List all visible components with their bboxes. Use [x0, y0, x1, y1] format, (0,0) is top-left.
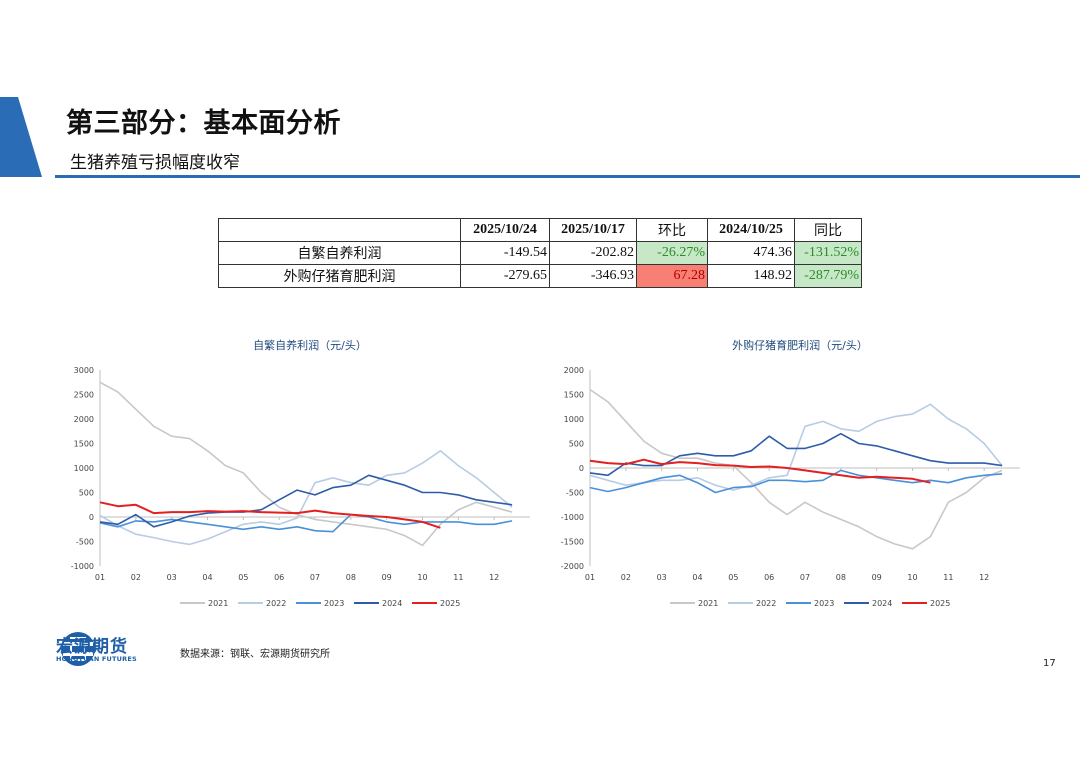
- table-header-row: 2025/10/24 2025/10/17 环比 2024/10/25 同比: [218, 218, 862, 242]
- x-tick-label: 10: [907, 573, 917, 582]
- y-tick-label: 0: [89, 513, 94, 522]
- chart-title: 外购仔猪育肥利润（元/头）: [732, 338, 868, 352]
- x-tick-label: 04: [202, 573, 212, 582]
- row-label: 自繁自养利润: [218, 241, 461, 265]
- table-row: 自繁自养利润 -149.54 -202.82 -26.27% 474.36 -1…: [218, 241, 862, 265]
- header-date-2: 2025/10/17: [549, 218, 637, 242]
- legend-label-2025: 2025: [440, 599, 460, 608]
- x-tick-label: 02: [131, 573, 141, 582]
- cell-value: -279.65: [460, 264, 550, 288]
- y-tick-label: -1000: [71, 562, 94, 571]
- series-line-2024: [99, 474, 513, 528]
- cell-hb: 67.28: [636, 264, 708, 288]
- header-divider: [55, 175, 1080, 178]
- cell-value: -346.93: [549, 264, 637, 288]
- x-tick-label: 02: [621, 573, 631, 582]
- logo-subtext: HONGYUAN FUTURES: [56, 655, 137, 663]
- header-tb: 同比: [794, 218, 862, 242]
- chart-self-breeding-profit: 自繁自养利润（元/头） 3000 2500 2000 1500 1000 500 0 -500 -…: [71, 338, 530, 608]
- x-tick-label: 06: [764, 573, 774, 582]
- y-tick-label: 2500: [74, 391, 94, 400]
- legend-label-2025: 2025: [930, 599, 950, 608]
- data-source: 数据来源：钢联、宏源期货研究所: [180, 649, 330, 660]
- x-tick-label: 12: [489, 573, 499, 582]
- chart-purchased-piglet-profit: 外购仔猪育肥利润（元/头） 2000 1500 1000 500 0 -500 -1000 -1…: [561, 338, 1020, 608]
- header-hb: 环比: [636, 218, 708, 242]
- x-tick-label: 05: [238, 573, 248, 582]
- cell-hb: -26.27%: [636, 241, 708, 265]
- x-tick-label: 09: [382, 573, 392, 582]
- cell-tb: -287.79%: [794, 264, 862, 288]
- table-row: 外购仔猪育肥利润 -279.65 -346.93 67.28 148.92 -2…: [218, 264, 862, 288]
- cell-value: -202.82: [549, 241, 637, 265]
- series-line-2023: [99, 513, 513, 533]
- x-tick-label: 05: [728, 573, 738, 582]
- x-tick-label: 06: [274, 573, 284, 582]
- y-tick-label: 2000: [564, 366, 584, 375]
- series-line-2024: [589, 432, 1003, 477]
- x-tick-label: 03: [167, 573, 177, 582]
- page-subtitle: 生猪养殖亏损幅度收窄: [70, 153, 240, 173]
- y-tick-label: 1000: [564, 415, 584, 424]
- legend-label-2023: 2023: [814, 599, 834, 608]
- series-line-2025: [99, 501, 441, 529]
- x-tick-label: 07: [310, 573, 320, 582]
- series-line-2025: [589, 458, 931, 484]
- x-tick-label: 10: [417, 573, 427, 582]
- header-date-3: 2024/10/25: [707, 218, 795, 242]
- x-tick-label: 11: [943, 573, 953, 582]
- y-tick-label: 500: [569, 440, 584, 449]
- series-line-2022: [99, 450, 513, 546]
- y-tick-label: -500: [76, 538, 94, 547]
- x-tick-label: 12: [979, 573, 989, 582]
- series-line-2023: [589, 469, 1003, 494]
- legend-label-2024: 2024: [872, 599, 892, 608]
- series-line-2021: [589, 388, 1003, 550]
- legend-label-2021: 2021: [698, 599, 718, 608]
- hongyuan-logo-icon: [61, 632, 95, 666]
- profit-comparison-table: 2025/10/24 2025/10/17 环比 2024/10/25 同比 自…: [218, 218, 862, 288]
- legend-label-2022: 2022: [266, 599, 286, 608]
- legend-label-2021: 2021: [208, 599, 228, 608]
- x-tick-label: 07: [800, 573, 810, 582]
- series-line-2022: [589, 403, 1003, 491]
- table-corner-cell: [218, 218, 461, 242]
- legend-label-2023: 2023: [324, 599, 344, 608]
- cell-value: 474.36: [707, 241, 795, 265]
- cell-value: -149.54: [460, 241, 550, 265]
- y-tick-label: -1000: [561, 513, 584, 522]
- y-tick-label: 1000: [74, 464, 94, 473]
- header-date-1: 2025/10/24: [460, 218, 550, 242]
- y-tick-label: -500: [566, 489, 584, 498]
- legend-label-2022: 2022: [756, 599, 776, 608]
- x-tick-label: 03: [657, 573, 667, 582]
- header-accent-shape: [0, 97, 42, 177]
- x-tick-label: 11: [453, 573, 463, 582]
- x-tick-label: 01: [95, 573, 105, 582]
- legend-label-2024: 2024: [382, 599, 402, 608]
- x-tick-label: 09: [872, 573, 882, 582]
- y-tick-label: 1500: [564, 391, 584, 400]
- chart-title: 自繁自养利润（元/头）: [253, 338, 367, 352]
- y-tick-label: -1500: [561, 538, 584, 547]
- y-tick-label: 1500: [74, 440, 94, 449]
- y-tick-label: 0: [579, 464, 584, 473]
- row-label: 外购仔猪育肥利润: [218, 264, 461, 288]
- page-number: 17: [1043, 658, 1056, 669]
- page-title: 第三部分：基本面分析: [66, 108, 341, 139]
- y-tick-label: 500: [79, 489, 94, 498]
- cell-tb: -131.52%: [794, 241, 862, 265]
- y-tick-label: 3000: [74, 366, 94, 375]
- y-tick-label: -2000: [561, 562, 584, 571]
- x-tick-label: 08: [346, 573, 356, 582]
- cell-value: 148.92: [707, 264, 795, 288]
- x-tick-label: 04: [692, 573, 702, 582]
- y-tick-label: 2000: [74, 415, 94, 424]
- x-tick-label: 08: [836, 573, 846, 582]
- x-tick-label: 01: [585, 573, 595, 582]
- logo-text: 宏源期货: [56, 637, 128, 657]
